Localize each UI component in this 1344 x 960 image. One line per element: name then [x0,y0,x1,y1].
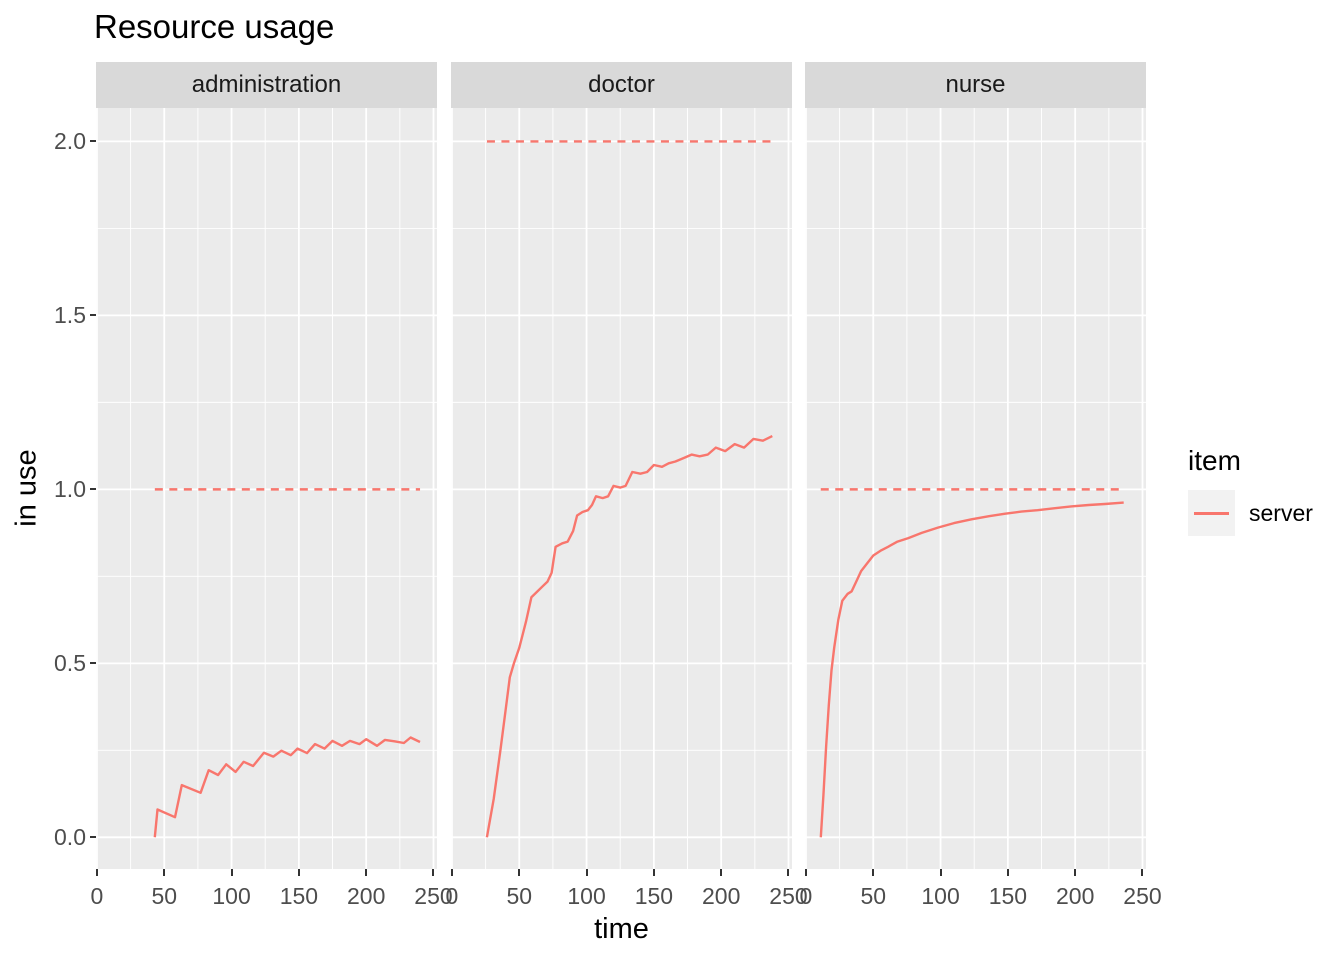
x-tick-mark [1074,869,1077,876]
x-tick-label: 50 [506,883,533,909]
x-tick-mark [163,869,166,876]
x-tick-label: 200 [347,883,386,909]
x-tick-mark [652,869,655,876]
facet-panel-administration [96,108,437,869]
x-tick-mark [1006,869,1009,876]
y-tick-mark [90,488,97,491]
x-tick-mark [432,869,435,876]
x-tick-label: 150 [634,883,674,909]
line-swatch-icon [1194,511,1229,515]
x-tick-mark [804,869,807,876]
legend-entry-server: server [1188,490,1313,536]
usage-line-server [485,435,773,838]
x-tick-mark [787,869,790,876]
x-tick-label: 0 [90,883,104,909]
x-tick-label: 200 [1056,883,1095,909]
y-tick-mark [90,314,97,317]
facet-panel-nurse [805,108,1146,869]
facet-strip-administration: administration [96,62,437,108]
chart-title: Resource usage [94,8,335,45]
x-tick-label: 250 [769,883,808,909]
usage-line-server [819,501,1124,838]
x-tick-mark [365,869,368,876]
x-tick-label: 250 [414,883,453,909]
facet-strip-label: doctor [588,71,655,98]
x-tick-mark [297,869,300,876]
x-tick-mark [939,869,942,876]
x-tick-label: 0 [445,883,459,909]
x-tick-label: 50 [860,883,887,909]
y-tick-label: 2.0 [54,128,86,155]
y-tick-mark [90,836,97,839]
x-tick-mark [720,869,723,876]
x-tick-mark [450,869,453,876]
x-axis-title: time [594,913,649,945]
x-tick-label: 150 [988,883,1028,909]
y-tick-label: 0.0 [54,824,86,851]
facet-strip-label: nurse [945,71,1006,98]
y-tick-mark [90,140,97,143]
x-tick-label: 100 [921,883,960,909]
x-tick-label: 100 [567,883,606,909]
x-tick-label: 150 [279,883,319,909]
legend-entry-label: server [1249,499,1313,526]
x-tick-label: 0 [799,883,813,909]
x-tick-mark [1141,869,1144,876]
y-axis-title: in use [10,449,43,527]
facet-panel-doctor [451,108,792,869]
x-tick-mark [585,869,588,876]
facet-strip-doctor: doctor [451,62,792,108]
x-tick-label: 250 [1123,883,1162,909]
x-tick-mark [872,869,875,876]
x-tick-label: 200 [702,883,741,909]
usage-line-server [153,736,421,838]
legend-key [1188,490,1235,536]
legend: item server [1188,445,1313,536]
y-tick-label: 1.0 [54,476,86,503]
facet-strip-label: administration [191,71,342,98]
y-tick-label: 1.5 [54,302,86,329]
x-tick-label: 100 [212,883,251,909]
x-tick-mark [518,869,521,876]
y-tick-mark [90,662,97,665]
facet-strip-nurse: nurse [805,62,1146,108]
x-tick-mark [230,869,233,876]
y-tick-label: 0.5 [54,650,86,677]
x-tick-mark [95,869,98,876]
legend-title: item [1188,445,1241,476]
x-tick-label: 50 [151,883,178,909]
